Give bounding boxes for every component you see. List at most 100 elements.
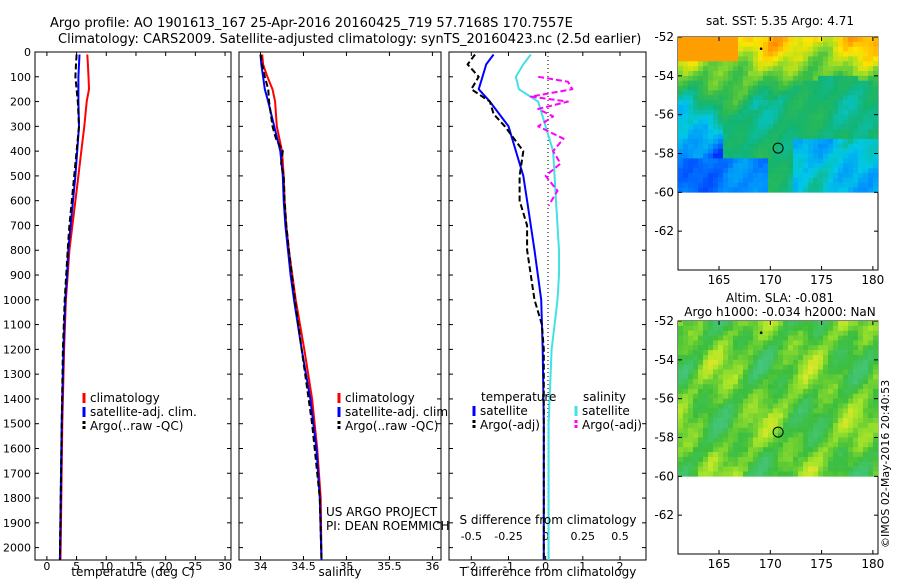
sla-cell (783, 418, 789, 424)
sst-cell (798, 158, 804, 164)
sla-cell (803, 330, 809, 336)
sla-cell (778, 437, 784, 443)
sla-cell (728, 466, 734, 472)
sst-cell (758, 66, 764, 72)
sla-cell (738, 398, 744, 404)
sst-cell (688, 119, 694, 125)
sst-cell (868, 41, 874, 47)
sal-diff-argo-line (529, 75, 574, 207)
sst-cell (703, 124, 709, 130)
sla-cell (848, 398, 854, 404)
sla-cell (833, 471, 839, 477)
depth-tick-label: 900 (10, 269, 31, 282)
sst-cell (803, 51, 809, 57)
sst-cell (748, 95, 754, 101)
sla-cell (723, 427, 729, 433)
sst-cell (868, 187, 874, 193)
sst-cell (868, 80, 874, 86)
sst-cell (873, 187, 879, 193)
sla-cell (863, 359, 869, 365)
sla-cell (718, 340, 724, 346)
sla-cell (748, 437, 754, 443)
sla-cell (763, 413, 769, 419)
sla-cell (753, 379, 759, 385)
sst-cell (758, 109, 764, 115)
sla-cell (683, 340, 689, 346)
sla-cell (683, 384, 689, 390)
sla-cell (818, 437, 824, 443)
sst-cell (718, 104, 724, 111)
sst-cell (863, 158, 869, 164)
sst-cell (708, 46, 714, 52)
sla-cell (748, 369, 754, 375)
sst-cell (678, 90, 684, 96)
sst-cell (743, 163, 749, 169)
sst-cell (763, 80, 769, 86)
sla-cell (858, 330, 864, 336)
sst-cell (728, 119, 734, 125)
sst-cell (828, 143, 834, 149)
sla-cell (813, 432, 819, 438)
sla-small-dot (759, 331, 763, 335)
sla-cell (853, 354, 859, 361)
sst-cell (718, 138, 724, 145)
sla-cell (723, 364, 729, 370)
sst-cell (773, 37, 779, 43)
sla-cell (798, 413, 804, 419)
sst-cell (743, 134, 749, 140)
sla-cell (723, 350, 729, 356)
sst-cell (848, 100, 854, 106)
sst-cell (833, 100, 839, 106)
sla-cell (753, 442, 759, 448)
sla-cell (778, 418, 784, 424)
sla-cell (853, 350, 859, 356)
depth-tick-label: 100 (10, 71, 31, 84)
sst-cell (798, 90, 804, 96)
sst-cell (843, 158, 849, 164)
sst-cell (733, 104, 739, 111)
sla-cell (773, 398, 779, 404)
sst-cell (758, 177, 764, 183)
sla-cell (713, 359, 719, 365)
sla-cell (733, 427, 739, 433)
sst-cell (718, 56, 724, 62)
sst-cell (758, 187, 764, 193)
sst-cell (678, 66, 684, 72)
sst-cell (723, 158, 729, 164)
sst-cell (843, 75, 849, 81)
sla-cell (738, 418, 744, 424)
sst-cell (723, 148, 729, 154)
sst-cell (873, 104, 879, 111)
sst-cell (838, 168, 844, 174)
sst-cell (678, 56, 684, 62)
sst-cell (863, 187, 869, 193)
sst-cell (778, 114, 784, 120)
sst-cell (738, 70, 744, 77)
sla-cell (753, 369, 759, 375)
sla-cell (773, 388, 779, 395)
sla-map: Altim. SLA: -0.081 Argo h1000: -0.034 h2… (654, 291, 884, 571)
sst-cell (868, 134, 874, 140)
sla-cell (793, 418, 799, 424)
sst-cell (748, 46, 754, 52)
sst-cell (818, 56, 824, 62)
sst-cell (683, 37, 689, 43)
sst-cell (838, 119, 844, 125)
sla-cell (823, 350, 829, 356)
sla-cell (748, 466, 754, 472)
s-tick-label: 0 (542, 530, 549, 543)
sst-cell (693, 143, 699, 149)
sst-cell (838, 104, 844, 111)
depth-tick-label: 400 (10, 145, 31, 158)
sla-cell (813, 384, 819, 390)
sla-cell (873, 364, 879, 370)
sla-cell (708, 330, 714, 336)
sst-cell (773, 138, 779, 145)
sst-cell (748, 70, 754, 77)
sla-cell (873, 403, 879, 409)
sst-cell (773, 90, 779, 96)
sla-cell (818, 403, 824, 409)
sst-cell (823, 100, 829, 106)
sla-cell (693, 413, 699, 419)
sla-cell (843, 466, 849, 472)
